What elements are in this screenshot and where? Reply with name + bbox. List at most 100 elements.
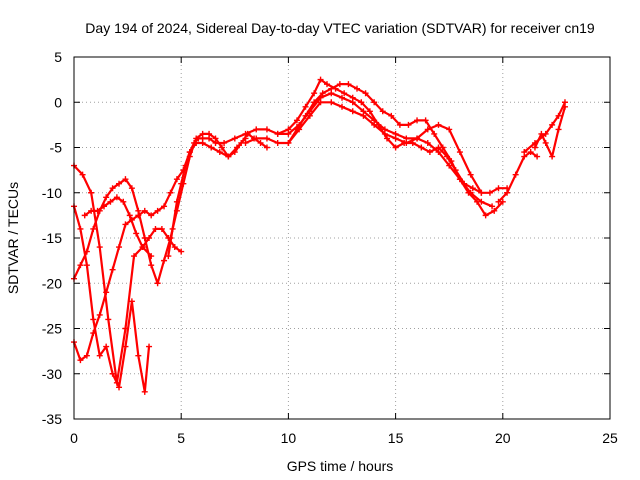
data-point [107, 198, 114, 205]
data-point [328, 99, 335, 106]
data-point [354, 85, 361, 92]
satellite-track-9 [285, 99, 485, 196]
series-trace [523, 101, 567, 154]
data-point [263, 144, 270, 151]
data-point [161, 203, 168, 210]
data-point [549, 153, 556, 160]
series-trace [287, 101, 483, 194]
y-tick-label: -15 [42, 230, 62, 246]
data-point [90, 225, 97, 232]
data-point [113, 194, 120, 201]
data-point [146, 343, 153, 350]
data-point [555, 112, 562, 119]
data-point [83, 352, 90, 359]
data-point [392, 135, 399, 142]
data-point [285, 130, 292, 137]
data-point [122, 221, 129, 228]
y-tick-label: -30 [42, 366, 62, 382]
data-point [274, 139, 281, 146]
data-point [446, 126, 453, 133]
data-point [231, 149, 238, 156]
satellite-track-7 [242, 81, 506, 219]
x-tick-label: 5 [177, 430, 185, 446]
data-point [96, 244, 103, 251]
data-point [81, 212, 88, 219]
data-point [542, 139, 549, 146]
data-point [349, 99, 356, 106]
data-point [491, 207, 498, 214]
data-point [178, 248, 185, 255]
data-point [186, 149, 193, 156]
data-point [161, 257, 168, 264]
data-point [456, 149, 463, 156]
data-point [77, 225, 84, 232]
data-point [96, 311, 103, 318]
data-point [362, 90, 369, 97]
data-point [242, 130, 249, 137]
satellite-track-10 [521, 99, 568, 156]
data-point [469, 185, 476, 192]
data-point [418, 144, 425, 151]
data-point [146, 235, 153, 241]
data-point [148, 262, 155, 269]
data-point [306, 112, 313, 119]
data-point [424, 139, 431, 146]
y-tick-label: -20 [42, 275, 62, 291]
data-point [392, 144, 399, 151]
data-point [296, 126, 303, 133]
axis-ticks: 0 5 10 15 20 25 5 0 -5 -10 -15 -20 -25 -30 -35 [42, 49, 618, 446]
data-point [504, 189, 511, 196]
data-point [555, 126, 562, 133]
data-point [274, 130, 281, 137]
data-point [317, 99, 324, 106]
data-point [336, 81, 343, 88]
data-point [169, 225, 176, 232]
data-point [538, 130, 545, 137]
data-point [94, 207, 101, 214]
data-point [105, 316, 112, 323]
satellite-track-1 [71, 162, 155, 386]
data-point [319, 90, 326, 97]
data-point [116, 384, 123, 391]
data-point [148, 212, 155, 219]
data-point [103, 289, 110, 296]
data-point [422, 117, 429, 124]
data-point [141, 207, 148, 214]
satellite-track-8 [274, 90, 496, 210]
data-point [495, 198, 502, 205]
data-point [122, 343, 129, 350]
data-point [173, 198, 180, 205]
data-point [126, 212, 133, 219]
data-layer [71, 76, 568, 395]
data-point [521, 153, 528, 160]
data-point [456, 176, 463, 183]
data-point [345, 81, 352, 88]
satellite-track-11 [531, 103, 568, 160]
data-point [116, 180, 123, 187]
y-tick-label: -25 [42, 321, 62, 337]
data-point [328, 90, 335, 97]
data-point [154, 280, 161, 287]
data-point [531, 144, 538, 151]
data-point [103, 194, 110, 201]
x-tick-label: 25 [602, 430, 618, 446]
data-point [128, 298, 135, 305]
x-axis-label: GPS time / hours [287, 458, 394, 474]
data-point [341, 90, 348, 97]
data-point [90, 330, 97, 337]
data-point [424, 126, 431, 133]
data-point [206, 135, 213, 142]
data-point [212, 139, 219, 146]
data-point [231, 135, 238, 142]
data-point [191, 139, 198, 146]
data-point [257, 139, 264, 146]
y-axis-label: SDTVAR / TECUs [5, 182, 21, 294]
data-point [182, 162, 189, 169]
satellite-track-12 [495, 149, 541, 205]
x-tick-label: 20 [495, 430, 511, 446]
data-point [489, 203, 496, 210]
data-point [527, 149, 534, 156]
data-point [216, 149, 223, 156]
data-point [83, 248, 90, 255]
